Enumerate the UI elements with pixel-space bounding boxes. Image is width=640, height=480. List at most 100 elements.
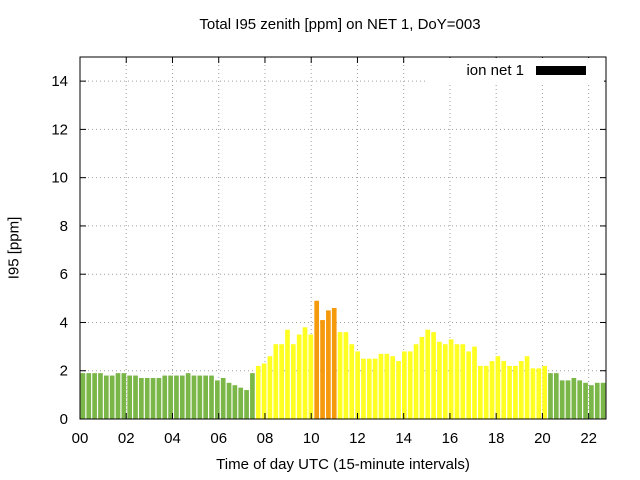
bar <box>366 358 372 419</box>
bar <box>495 356 501 419</box>
bar <box>600 382 606 419</box>
bar <box>98 373 103 419</box>
bar <box>513 365 518 419</box>
bar <box>290 344 296 419</box>
x-tick-label: 22 <box>580 430 597 447</box>
legend-swatch <box>536 66 586 75</box>
bar <box>144 377 150 419</box>
bar <box>442 344 448 419</box>
bar <box>92 373 97 419</box>
bar <box>314 300 320 419</box>
bar <box>448 339 454 419</box>
bar <box>542 365 547 419</box>
bar <box>407 351 413 419</box>
bar <box>150 377 156 419</box>
bar <box>80 373 86 419</box>
bar <box>302 327 308 419</box>
bar <box>250 373 255 419</box>
bar <box>472 346 477 419</box>
bar <box>308 334 314 419</box>
x-tick-label: 08 <box>257 430 274 447</box>
bar <box>209 375 214 419</box>
y-tick-label: 10 <box>51 170 68 187</box>
bar <box>226 382 232 419</box>
bar <box>244 390 249 419</box>
bar <box>296 334 302 419</box>
bar <box>337 332 343 419</box>
bar <box>530 368 536 419</box>
bar <box>478 365 483 419</box>
legend-label: ion net 1 <box>466 62 524 79</box>
bar <box>460 344 466 419</box>
x-tick-label: 18 <box>488 430 505 447</box>
x-tick-label: 04 <box>164 430 181 447</box>
bar <box>378 353 384 419</box>
bar <box>536 368 542 419</box>
y-tick-label: 0 <box>60 411 68 428</box>
bar <box>483 365 489 419</box>
chart-title: Total I95 zenith [ppm] on NET 1, DoY=003 <box>199 16 481 33</box>
bar <box>507 365 512 419</box>
bar <box>501 361 507 419</box>
y-tick-label: 8 <box>60 218 68 235</box>
x-tick-label: 20 <box>534 430 551 447</box>
bar <box>109 375 115 419</box>
y-tick-label: 12 <box>51 121 68 138</box>
bar <box>437 341 442 419</box>
bar <box>320 320 325 419</box>
bar <box>553 373 559 419</box>
bar <box>139 377 144 419</box>
bar <box>232 385 238 419</box>
bar <box>589 385 594 419</box>
bar <box>156 377 162 419</box>
x-tick-label: 10 <box>303 430 320 447</box>
bar <box>127 375 133 419</box>
bar <box>115 373 121 419</box>
bar <box>162 375 168 419</box>
bar <box>594 382 600 419</box>
x-tick-label: 02 <box>118 430 135 447</box>
bar <box>261 363 267 419</box>
bar <box>179 375 185 419</box>
bar <box>349 344 355 419</box>
bar <box>238 387 244 419</box>
bar <box>191 375 197 419</box>
y-tick-label: 6 <box>60 266 68 283</box>
bar <box>174 375 179 419</box>
bar <box>197 375 203 419</box>
bar <box>361 358 366 419</box>
x-tick-label: 14 <box>395 430 412 447</box>
bar <box>273 344 279 419</box>
x-tick-label: 00 <box>72 430 89 447</box>
bar <box>343 332 349 419</box>
bar <box>133 375 138 419</box>
bar <box>425 329 431 419</box>
bar <box>518 361 524 419</box>
bar <box>331 307 337 419</box>
bar <box>559 380 565 419</box>
legend: ion net 1 <box>428 58 604 82</box>
bar <box>548 373 553 419</box>
bar <box>279 344 284 419</box>
bar <box>402 351 407 419</box>
bar <box>220 377 226 419</box>
bar <box>583 382 588 419</box>
bar <box>489 361 495 419</box>
bar <box>103 375 109 419</box>
y-tick-label: 4 <box>60 314 68 331</box>
bar <box>577 380 583 419</box>
bar <box>396 361 401 419</box>
bar <box>185 373 191 419</box>
y-tick-label: 14 <box>51 73 68 90</box>
bar <box>384 353 390 419</box>
bar <box>121 373 127 419</box>
bar <box>355 351 360 419</box>
grid <box>80 57 606 419</box>
x-tick-label: 06 <box>210 430 227 447</box>
bar <box>390 356 396 419</box>
bar <box>571 377 577 419</box>
plot-frame <box>79 56 607 420</box>
bar <box>466 351 471 419</box>
